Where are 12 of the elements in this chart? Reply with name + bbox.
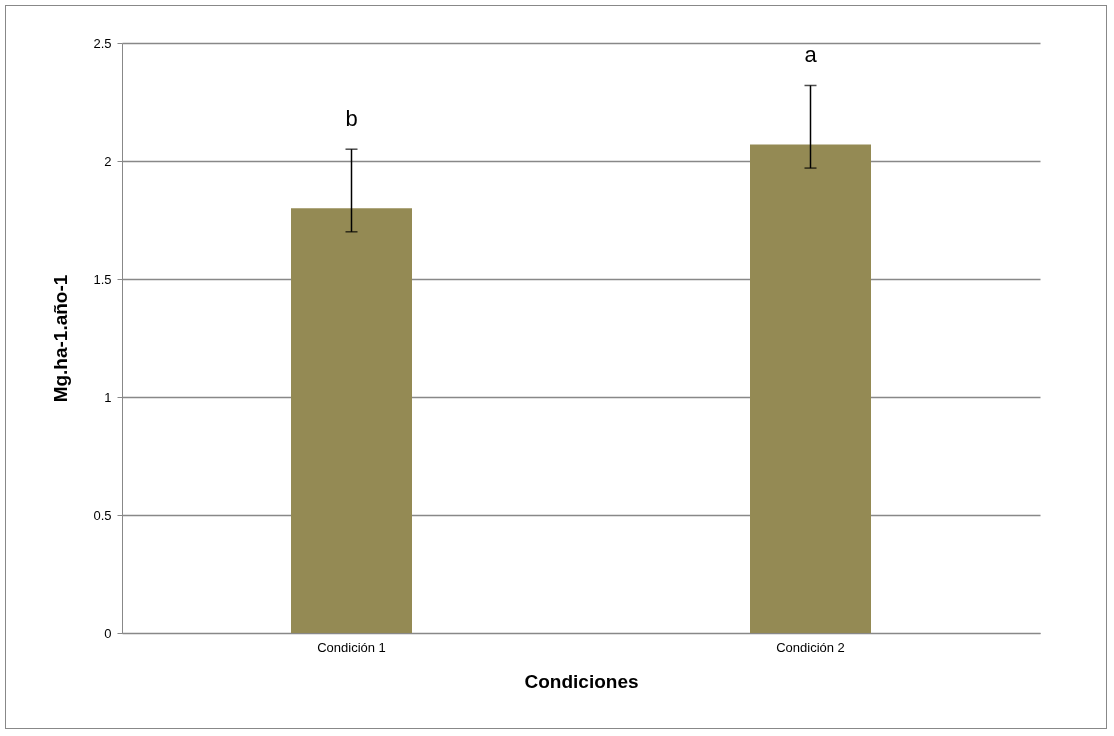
x-tick-label: Condición 2 bbox=[776, 639, 845, 655]
x-axis-title: Condiciones bbox=[524, 670, 639, 692]
y-tick-label: 2 bbox=[104, 153, 112, 169]
y-tick-label: 2.5 bbox=[93, 35, 112, 51]
y-tick-label: 1.5 bbox=[93, 271, 112, 287]
y-axis-title: Mg.ha-1.año-1 bbox=[50, 274, 72, 403]
y-tick-label: 0 bbox=[104, 625, 112, 641]
annotation: a bbox=[804, 42, 818, 68]
y-tick-label: 0.5 bbox=[93, 507, 112, 523]
y-tick-label: 1 bbox=[104, 389, 112, 405]
x-tick-label: Condición 1 bbox=[317, 639, 386, 655]
annotation: b bbox=[345, 106, 358, 132]
